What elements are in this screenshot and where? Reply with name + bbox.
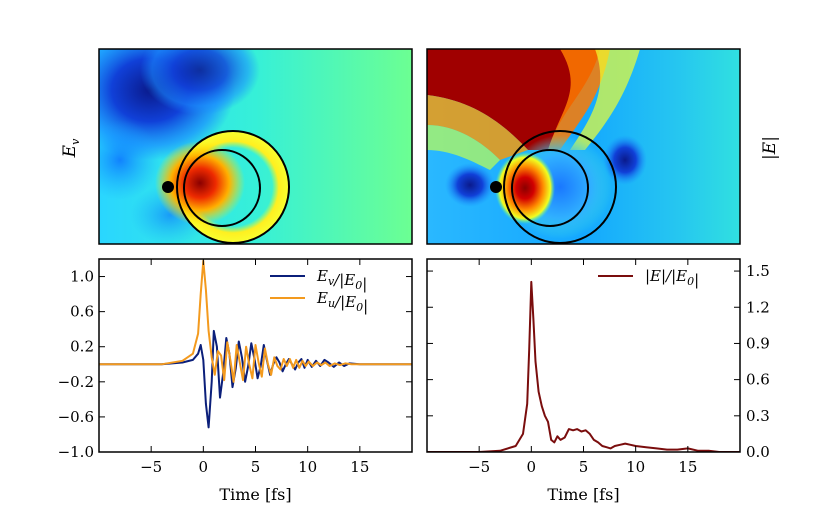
chart-field-magnitude: −5 0 5 10 15 0.0 0.3 0.6 0.9 1.2 1.5 Time [fs] |E|/|… [426,258,770,504]
x-tick-label: 15 [350,458,369,476]
x-tick-label: 15 [678,458,697,476]
x-axis-label: Time [fs] [219,485,291,504]
heatmap-e-abs-frame [426,48,741,245]
x-tick-label: 10 [626,458,645,476]
y-tick-label: 0.9 [746,334,770,352]
ylabel-ev-text: Ev [60,138,82,158]
x-tick-label: 0 [199,458,209,476]
y-tick-label: −0.6 [58,408,94,426]
y-tick-label: 0.6 [746,371,770,389]
series-lines [99,259,412,429]
legend-label: |E|/|E0| [645,267,699,289]
heatmap-ev-frame [98,48,413,245]
y-tick-label: 0.3 [746,407,770,425]
y-tick-label: 1.5 [746,262,770,280]
heatmap-e-abs [427,49,740,244]
y-tick-label: −0.2 [58,373,94,391]
emitter-dot-right [490,181,502,193]
heatmap-ev [99,49,412,244]
x-tick-label: −5 [140,458,162,476]
legend: Ev/|E0|Eu/|E0| [270,267,368,315]
ylabel-e-abs-text: |E| [760,136,780,160]
emitter-dot-left [162,181,174,193]
series-line-2 [99,259,412,383]
y-tick-label: 1.2 [746,298,770,316]
ylabel-e-abs: |E| [760,136,780,160]
x-tick-label: 5 [251,458,261,476]
legend: |E|/|E0| [598,267,699,289]
heatmap-ev-shell-outlines [176,130,290,244]
x-axis-label: Time [fs] [547,485,619,504]
legend-label: Eu/|E0| [316,289,368,315]
y-tick-label: 0.0 [746,443,770,461]
y-tick-label: −1.0 [58,443,94,461]
legend-label: Ev/|E0| [316,267,367,293]
series-line-1 [427,280,740,452]
x-tick-label: 10 [298,458,317,476]
chart-fields: −5 0 5 10 15 −1.0 −0.6 −0.2 0.2 0.6 1.0 Time [fs] Ev… [58,258,413,504]
x-tick-label: 5 [579,458,589,476]
x-tick-label: 0 [527,458,537,476]
y-tick-label: 0.2 [70,338,94,356]
y-tick-label: 0.6 [70,303,94,321]
series-lines [427,280,740,452]
ylabel-ev: Ev [60,138,82,158]
heatmap-e-abs-shell-outlines [503,130,617,244]
y-tick-label: 1.0 [70,268,94,286]
x-tick-label: −5 [468,458,490,476]
